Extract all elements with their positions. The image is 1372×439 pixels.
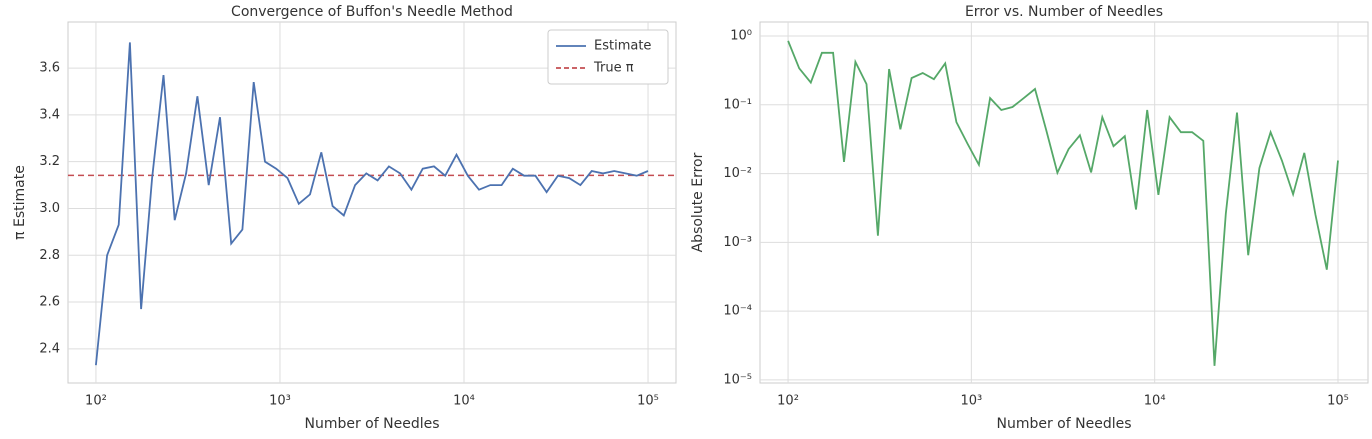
y-tick-label: 10⁻² xyxy=(723,166,752,181)
y-tick-label: 2.8 xyxy=(39,248,60,263)
x-tick-label: 10² xyxy=(85,394,107,409)
x-axis-label: Number of Needles xyxy=(304,416,439,432)
x-tick-label: 10⁴ xyxy=(1144,394,1166,409)
data-line xyxy=(95,42,649,366)
y-tick-label: 3.0 xyxy=(39,201,60,216)
y-tick-label: 10⁰ xyxy=(730,29,752,44)
x-tick-label: 10⁴ xyxy=(453,394,475,409)
y-tick-label: 2.4 xyxy=(39,341,60,356)
chart-title: Error vs. Number of Needles xyxy=(965,4,1163,20)
legend-box xyxy=(547,29,669,85)
x-tick-label: 10³ xyxy=(269,394,291,409)
y-axis-label: Absolute Error xyxy=(690,152,706,252)
x-tick-label: 10⁵ xyxy=(637,394,659,409)
y-axis-label: π Estimate xyxy=(12,165,28,240)
chart-title: Convergence of Buffon's Needle Method xyxy=(231,4,513,20)
x-tick-label: 10² xyxy=(777,394,799,409)
x-tick-label: 10⁵ xyxy=(1327,394,1349,409)
y-tick-label: 3.4 xyxy=(39,107,60,122)
y-tick-label: 3.6 xyxy=(39,61,60,76)
y-tick-label: 3.2 xyxy=(39,154,60,169)
y-tick-label: 10⁻⁵ xyxy=(723,372,752,387)
y-tick-label: 10⁻⁴ xyxy=(723,304,752,319)
legend-label: True π xyxy=(593,61,634,76)
y-tick-label: 2.6 xyxy=(39,295,60,310)
x-axis-label: Number of Needles xyxy=(996,416,1131,432)
y-tick-label: 10⁻³ xyxy=(723,235,752,250)
data-line xyxy=(787,40,1339,366)
plot-area xyxy=(759,21,1369,384)
y-tick-label: 10⁻¹ xyxy=(723,97,752,112)
legend-label: Estimate xyxy=(594,39,651,54)
x-tick-label: 10³ xyxy=(960,394,982,409)
